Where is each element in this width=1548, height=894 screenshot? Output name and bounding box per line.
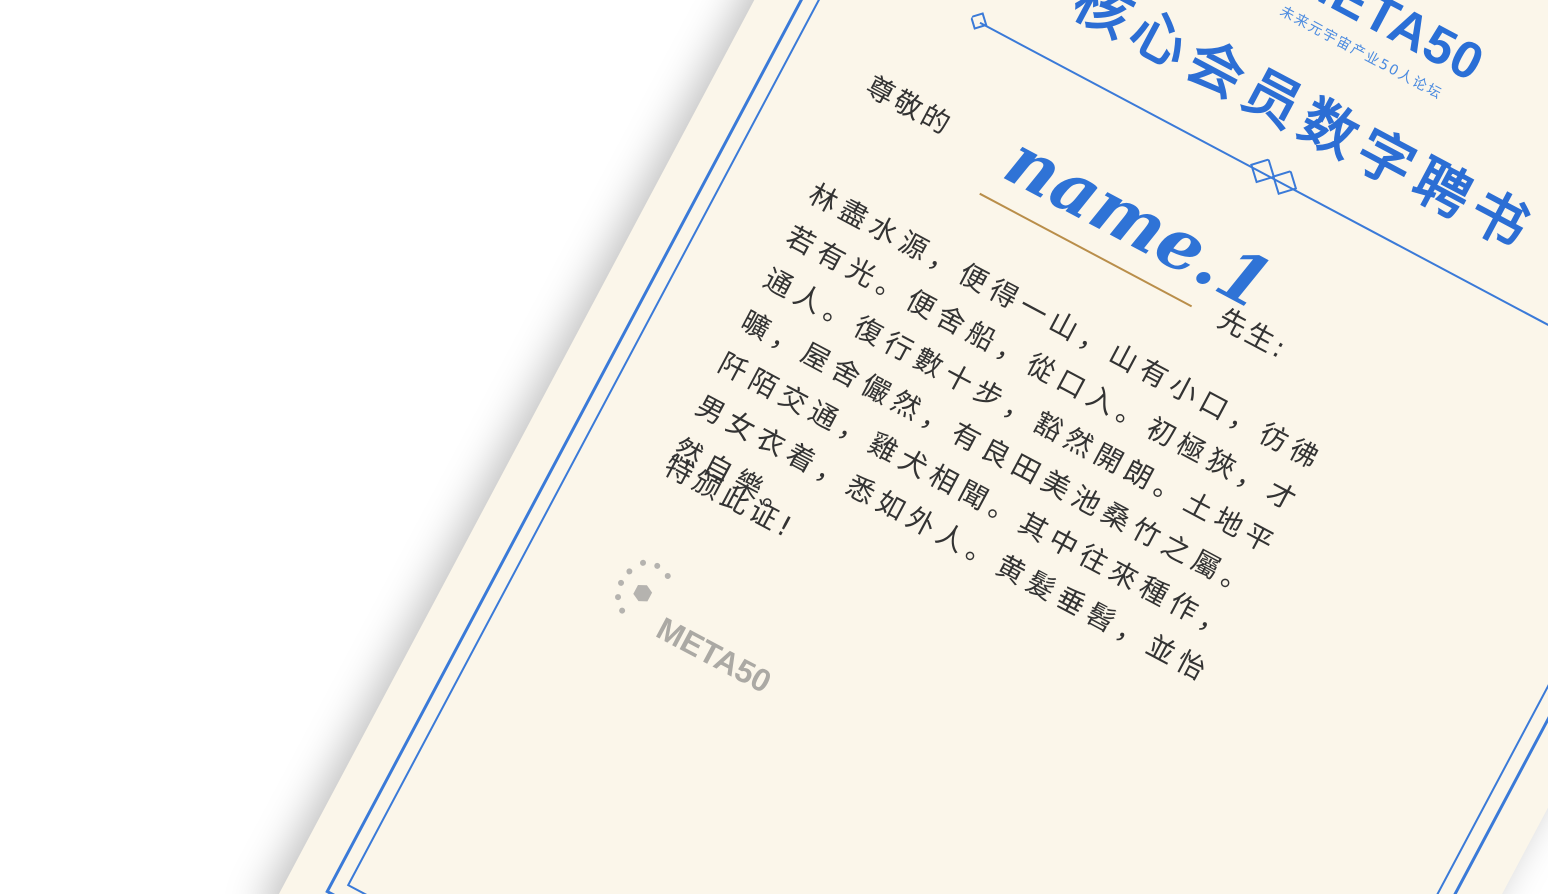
certificate-content: META50 未来元宇宙产业50人论坛 核心会员数字聘书 尊敬的 name.1 … [271,0,1548,894]
footer-logo-name: META50 [650,609,778,700]
decorative-divider [969,12,1548,334]
greeting: 尊敬的 [860,69,959,143]
footer-logo: META50 [587,546,777,700]
certificate-card: META50 未来元宇宙产业50人论坛 核心会员数字聘书 尊敬的 name.1 … [271,0,1548,894]
footer-logo-dots-icon [615,559,671,614]
